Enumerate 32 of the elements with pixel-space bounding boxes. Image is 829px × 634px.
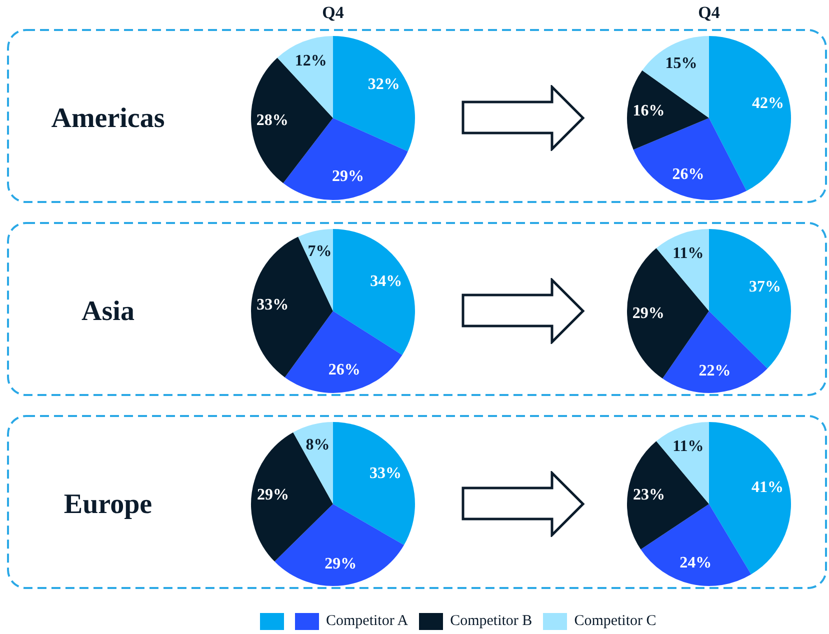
legend-label: Competitor B: [450, 612, 532, 630]
data-label: 15%: [665, 55, 698, 72]
data-label: 22%: [698, 362, 731, 380]
data-label: 8%: [306, 436, 330, 454]
data-label: 12%: [294, 52, 327, 70]
chart-title: Q4: [321, 3, 345, 23]
data-label: 42%: [752, 94, 784, 112]
data-label: 26%: [328, 362, 360, 379]
legend-label: Competitor C: [574, 612, 656, 630]
data-label: 41%: [751, 478, 784, 496]
data-label: 29%: [632, 305, 664, 322]
data-label: 33%: [370, 464, 402, 482]
text: Asia: [80, 295, 136, 329]
data-label: 29%: [324, 555, 357, 572]
data-label: 34%: [370, 272, 402, 290]
data-label: 7%: [308, 242, 332, 260]
data-label: 11%: [672, 245, 704, 262]
legend-label: Competitor A: [326, 612, 408, 630]
data-label: 11%: [672, 438, 704, 456]
data-label: 23%: [632, 486, 665, 504]
data-label: 32%: [368, 76, 400, 94]
data-label: 28%: [256, 112, 288, 129]
data-label: 16%: [632, 102, 665, 120]
data-label: 29%: [332, 168, 364, 185]
data-label: 37%: [748, 278, 781, 296]
chart-title: Q4: [697, 3, 721, 23]
data-label: 26%: [672, 166, 704, 184]
text: Americas: [50, 102, 166, 136]
data-label: 29%: [256, 486, 289, 504]
text: Europe: [62, 488, 154, 522]
data-label: 33%: [256, 296, 289, 314]
data-label: 24%: [680, 554, 712, 572]
